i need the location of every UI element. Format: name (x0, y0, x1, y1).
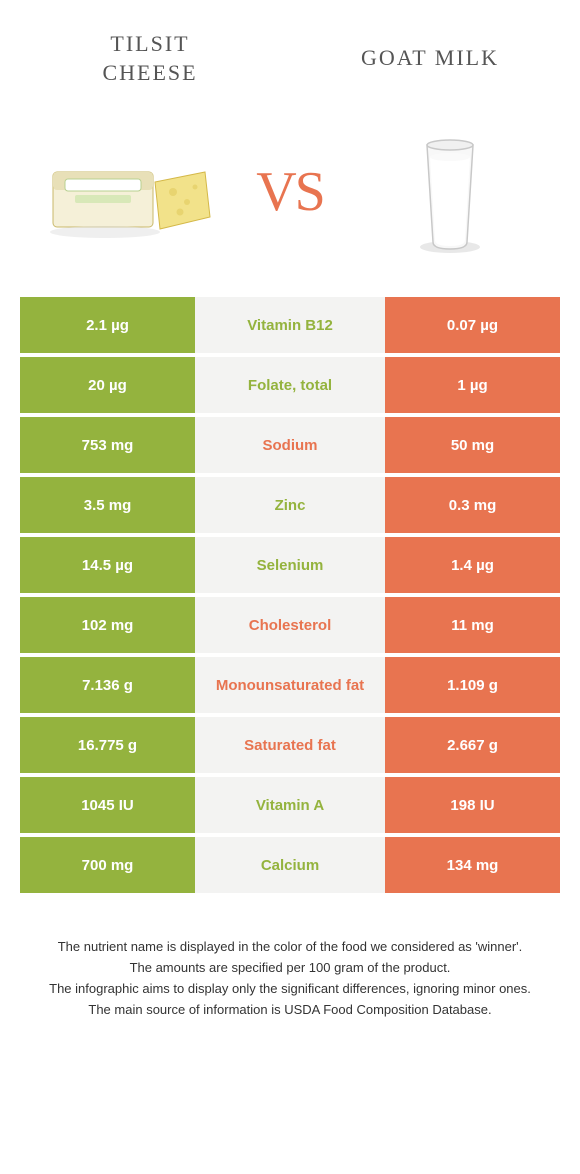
footer-line-4: The main source of information is USDA F… (30, 1000, 550, 1021)
left-value: 2.1 µg (20, 297, 195, 353)
table-row: 753 mgSodium50 mg (20, 417, 560, 477)
right-value: 0.07 µg (385, 297, 560, 353)
left-value: 3.5 mg (20, 477, 195, 533)
milk-glass-icon (405, 127, 495, 257)
right-value: 1.109 g (385, 657, 560, 713)
nutrient-label: Vitamin A (195, 777, 385, 833)
cheese-icon (45, 137, 215, 247)
right-value: 2.667 g (385, 717, 560, 773)
left-value: 7.136 g (20, 657, 195, 713)
images-row: VS (0, 97, 580, 287)
nutrient-label: Selenium (195, 537, 385, 593)
table-row: 3.5 mgZinc0.3 mg (20, 477, 560, 537)
nutrient-label: Zinc (195, 477, 385, 533)
table-row: 7.136 gMonounsaturated fat1.109 g (20, 657, 560, 717)
header: TILSIT CHEESE GOAT MILK (0, 0, 580, 97)
right-value: 198 IU (385, 777, 560, 833)
left-value: 1045 IU (20, 777, 195, 833)
right-value: 50 mg (385, 417, 560, 473)
right-value: 0.3 mg (385, 477, 560, 533)
left-food-title: TILSIT CHEESE (60, 30, 240, 87)
left-value: 102 mg (20, 597, 195, 653)
nutrient-label: Folate, total (195, 357, 385, 413)
left-value: 753 mg (20, 417, 195, 473)
right-value: 1 µg (385, 357, 560, 413)
right-food-title: GOAT MILK (340, 44, 520, 73)
table-row: 20 µgFolate, total1 µg (20, 357, 560, 417)
nutrient-label: Saturated fat (195, 717, 385, 773)
footer-line-2: The amounts are specified per 100 gram o… (30, 958, 550, 979)
left-value: 14.5 µg (20, 537, 195, 593)
table-row: 2.1 µgVitamin B120.07 µg (20, 297, 560, 357)
nutrient-label: Vitamin B12 (195, 297, 385, 353)
left-value: 700 mg (20, 837, 195, 893)
footer-line-3: The infographic aims to display only the… (30, 979, 550, 1000)
vs-label: VS (256, 160, 324, 224)
table-row: 14.5 µgSelenium1.4 µg (20, 537, 560, 597)
nutrient-table: 2.1 µgVitamin B120.07 µg20 µgFolate, tot… (20, 297, 560, 897)
nutrient-label: Calcium (195, 837, 385, 893)
table-row: 16.775 gSaturated fat2.667 g (20, 717, 560, 777)
right-value: 134 mg (385, 837, 560, 893)
table-row: 1045 IUVitamin A198 IU (20, 777, 560, 837)
footer-line-1: The nutrient name is displayed in the co… (30, 937, 550, 958)
table-row: 102 mgCholesterol11 mg (20, 597, 560, 657)
table-row: 700 mgCalcium134 mg (20, 837, 560, 897)
milk-image (360, 127, 540, 257)
nutrient-label: Monounsaturated fat (195, 657, 385, 713)
nutrient-label: Sodium (195, 417, 385, 473)
right-value: 11 mg (385, 597, 560, 653)
left-value: 16.775 g (20, 717, 195, 773)
left-value: 20 µg (20, 357, 195, 413)
nutrient-label: Cholesterol (195, 597, 385, 653)
footer-notes: The nutrient name is displayed in the co… (0, 897, 580, 1020)
cheese-image (40, 127, 220, 257)
right-value: 1.4 µg (385, 537, 560, 593)
